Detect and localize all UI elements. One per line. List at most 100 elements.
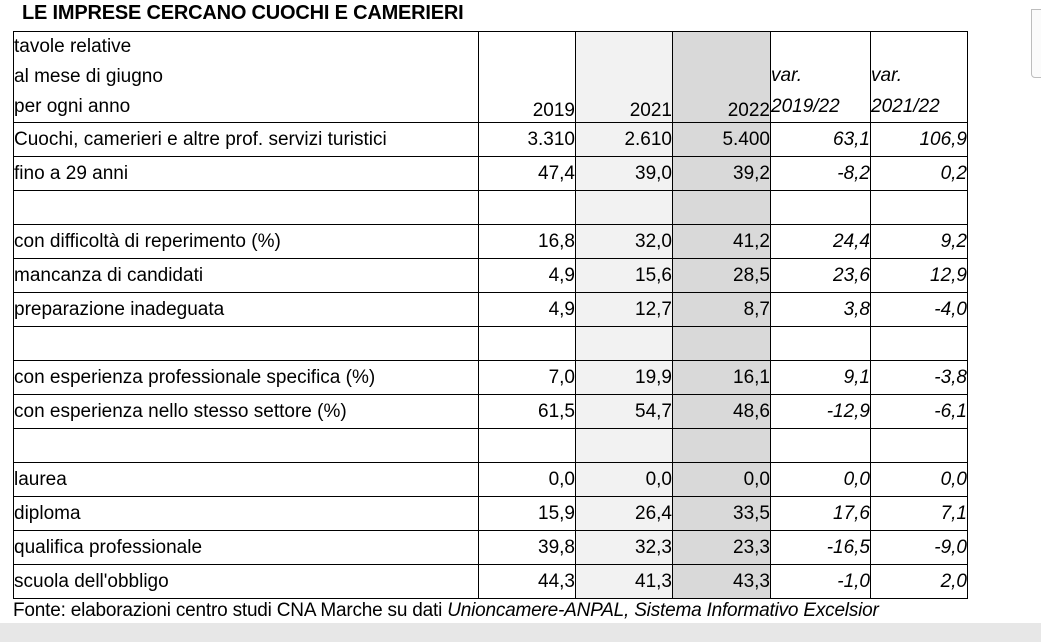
vertical-scrollbar-thumb[interactable] [1031,9,1041,78]
cell-2019: 3.310 [478,122,576,157]
cell-2021: 0,0 [575,462,673,497]
row-label: scuola dell'obbligo [13,564,479,599]
cell-var-2021-22: 9,2 [870,224,968,259]
row-label: qualifica professionale [13,530,479,565]
cell-var-2021-22: 7,1 [870,496,968,531]
header-var-label: var. [871,65,902,86]
cell-2022: 33,5 [672,496,771,531]
table-row-empty [13,428,968,463]
table-row: qualifica professionale 39,8 32,3 23,3 -16,5… [13,530,968,565]
row-label: con difficoltà di reperimento (%) [13,224,479,259]
row-label: laurea [13,462,479,497]
cell-var-2021-22: 0,0 [870,462,968,497]
cell-2021: 32,0 [575,224,673,259]
cell-2022: 48,6 [672,394,771,429]
cell-2021: 39,0 [575,156,673,191]
cell-2022: 5.400 [672,122,771,157]
cell-var-2021-22: -6,1 [870,394,968,429]
header-note-line-1: tavole relative [14,36,132,57]
cell-2022: 23,3 [672,530,771,565]
source-note: Fonte: elaborazioni centro studi CNA Mar… [13,600,879,622]
source-note-italic: Unioncamere-ANPAL, Sistema Informativo E… [447,600,879,621]
cell-var-2019-22 [770,326,871,361]
header-var-2021-22: var. 2021/22 [870,31,968,123]
row-label [13,428,479,463]
cell-2021: 15,6 [575,258,673,293]
cell-2019: 61,5 [478,394,576,429]
table-row: fino a 29 anni 47,4 39,0 39,2 -8,2 0,2 [13,156,968,191]
cell-2022 [672,190,771,225]
cell-2019: 7,0 [478,360,576,395]
cell-2019: 15,9 [478,496,576,531]
cell-2019 [478,428,576,463]
header-var-2019-22: var. 2019/22 [770,31,871,123]
header-var-years: 2019/22 [771,96,840,117]
cell-2019: 4,9 [478,292,576,327]
header-note-line-3: per ogni anno [14,96,131,117]
cell-var-2021-22 [870,326,968,361]
cell-var-2019-22 [770,428,871,463]
cell-2019 [478,190,576,225]
table-row: laurea 0,0 0,0 0,0 0,0 0,0 [13,462,968,497]
cell-2021: 54,7 [575,394,673,429]
cell-var-2019-22: -16,5 [770,530,871,565]
cell-2021: 2.610 [575,122,673,157]
cell-var-2019-22: 0,0 [770,462,871,497]
header-note: tavole relative al mese di giugno per og… [13,31,479,123]
table-header-row: tavole relative al mese di giugno per og… [13,31,968,123]
cell-var-2019-22: 23,6 [770,258,871,293]
table-row: scuola dell'obbligo 44,3 41,3 43,3 -1,0 2,0 [13,564,968,599]
header-2022: 2022 [672,31,771,123]
cell-var-2019-22: 63,1 [770,122,871,157]
cell-2021: 32,3 [575,530,673,565]
header-2021: 2021 [575,31,673,123]
cell-2019: 44,3 [478,564,576,599]
page-title: LE IMPRESE CERCANO CUOCHI E CAMERIERI [22,2,464,24]
cell-var-2019-22: 9,1 [770,360,871,395]
row-label [13,326,479,361]
cell-2022: 43,3 [672,564,771,599]
horizontal-scrollbar-track[interactable] [0,623,1041,642]
header-note-line-2: al mese di giugno [14,66,163,87]
cell-2021 [575,428,673,463]
cell-2022: 39,2 [672,156,771,191]
cell-2021 [575,326,673,361]
cell-2019: 39,8 [478,530,576,565]
cell-2021: 12,7 [575,292,673,327]
row-label: con esperienza professionale specifica (… [13,360,479,395]
cell-var-2019-22: 3,8 [770,292,871,327]
cell-2021: 19,9 [575,360,673,395]
cell-2022 [672,326,771,361]
cell-2022: 8,7 [672,292,771,327]
cell-2021: 26,4 [575,496,673,531]
table-row: con esperienza nello stesso settore (%) 6… [13,394,968,429]
cell-2019: 4,9 [478,258,576,293]
cell-2022 [672,428,771,463]
table-row: mancanza di candidati 4,9 15,6 28,5 23,6 12,9 [13,258,968,293]
cell-var-2019-22: -1,0 [770,564,871,599]
table-row: Cuochi, camerieri e altre prof. servizi … [13,122,968,157]
cell-var-2021-22: 2,0 [870,564,968,599]
cell-2022: 28,5 [672,258,771,293]
row-label: mancanza di candidati [13,258,479,293]
cell-var-2021-22: -3,8 [870,360,968,395]
row-label [13,190,479,225]
cell-var-2021-22: 12,9 [870,258,968,293]
cell-var-2021-22 [870,190,968,225]
table-row-empty [13,326,968,361]
cell-var-2019-22: -12,9 [770,394,871,429]
table-row: diploma 15,9 26,4 33,5 17,6 7,1 [13,496,968,531]
row-label: Cuochi, camerieri e altre prof. servizi … [13,122,479,157]
cell-var-2019-22: -8,2 [770,156,871,191]
cell-2021: 41,3 [575,564,673,599]
cell-2022: 0,0 [672,462,771,497]
cell-2019: 16,8 [478,224,576,259]
cell-2019: 47,4 [478,156,576,191]
cell-var-2019-22: 17,6 [770,496,871,531]
cell-2021 [575,190,673,225]
table-row: preparazione inadeguata 4,9 12,7 8,7 3,8 -4,0 [13,292,968,327]
cell-var-2019-22: 24,4 [770,224,871,259]
row-label: con esperienza nello stesso settore (%) [13,394,479,429]
header-var-label: var. [771,65,802,86]
cell-2022: 41,2 [672,224,771,259]
